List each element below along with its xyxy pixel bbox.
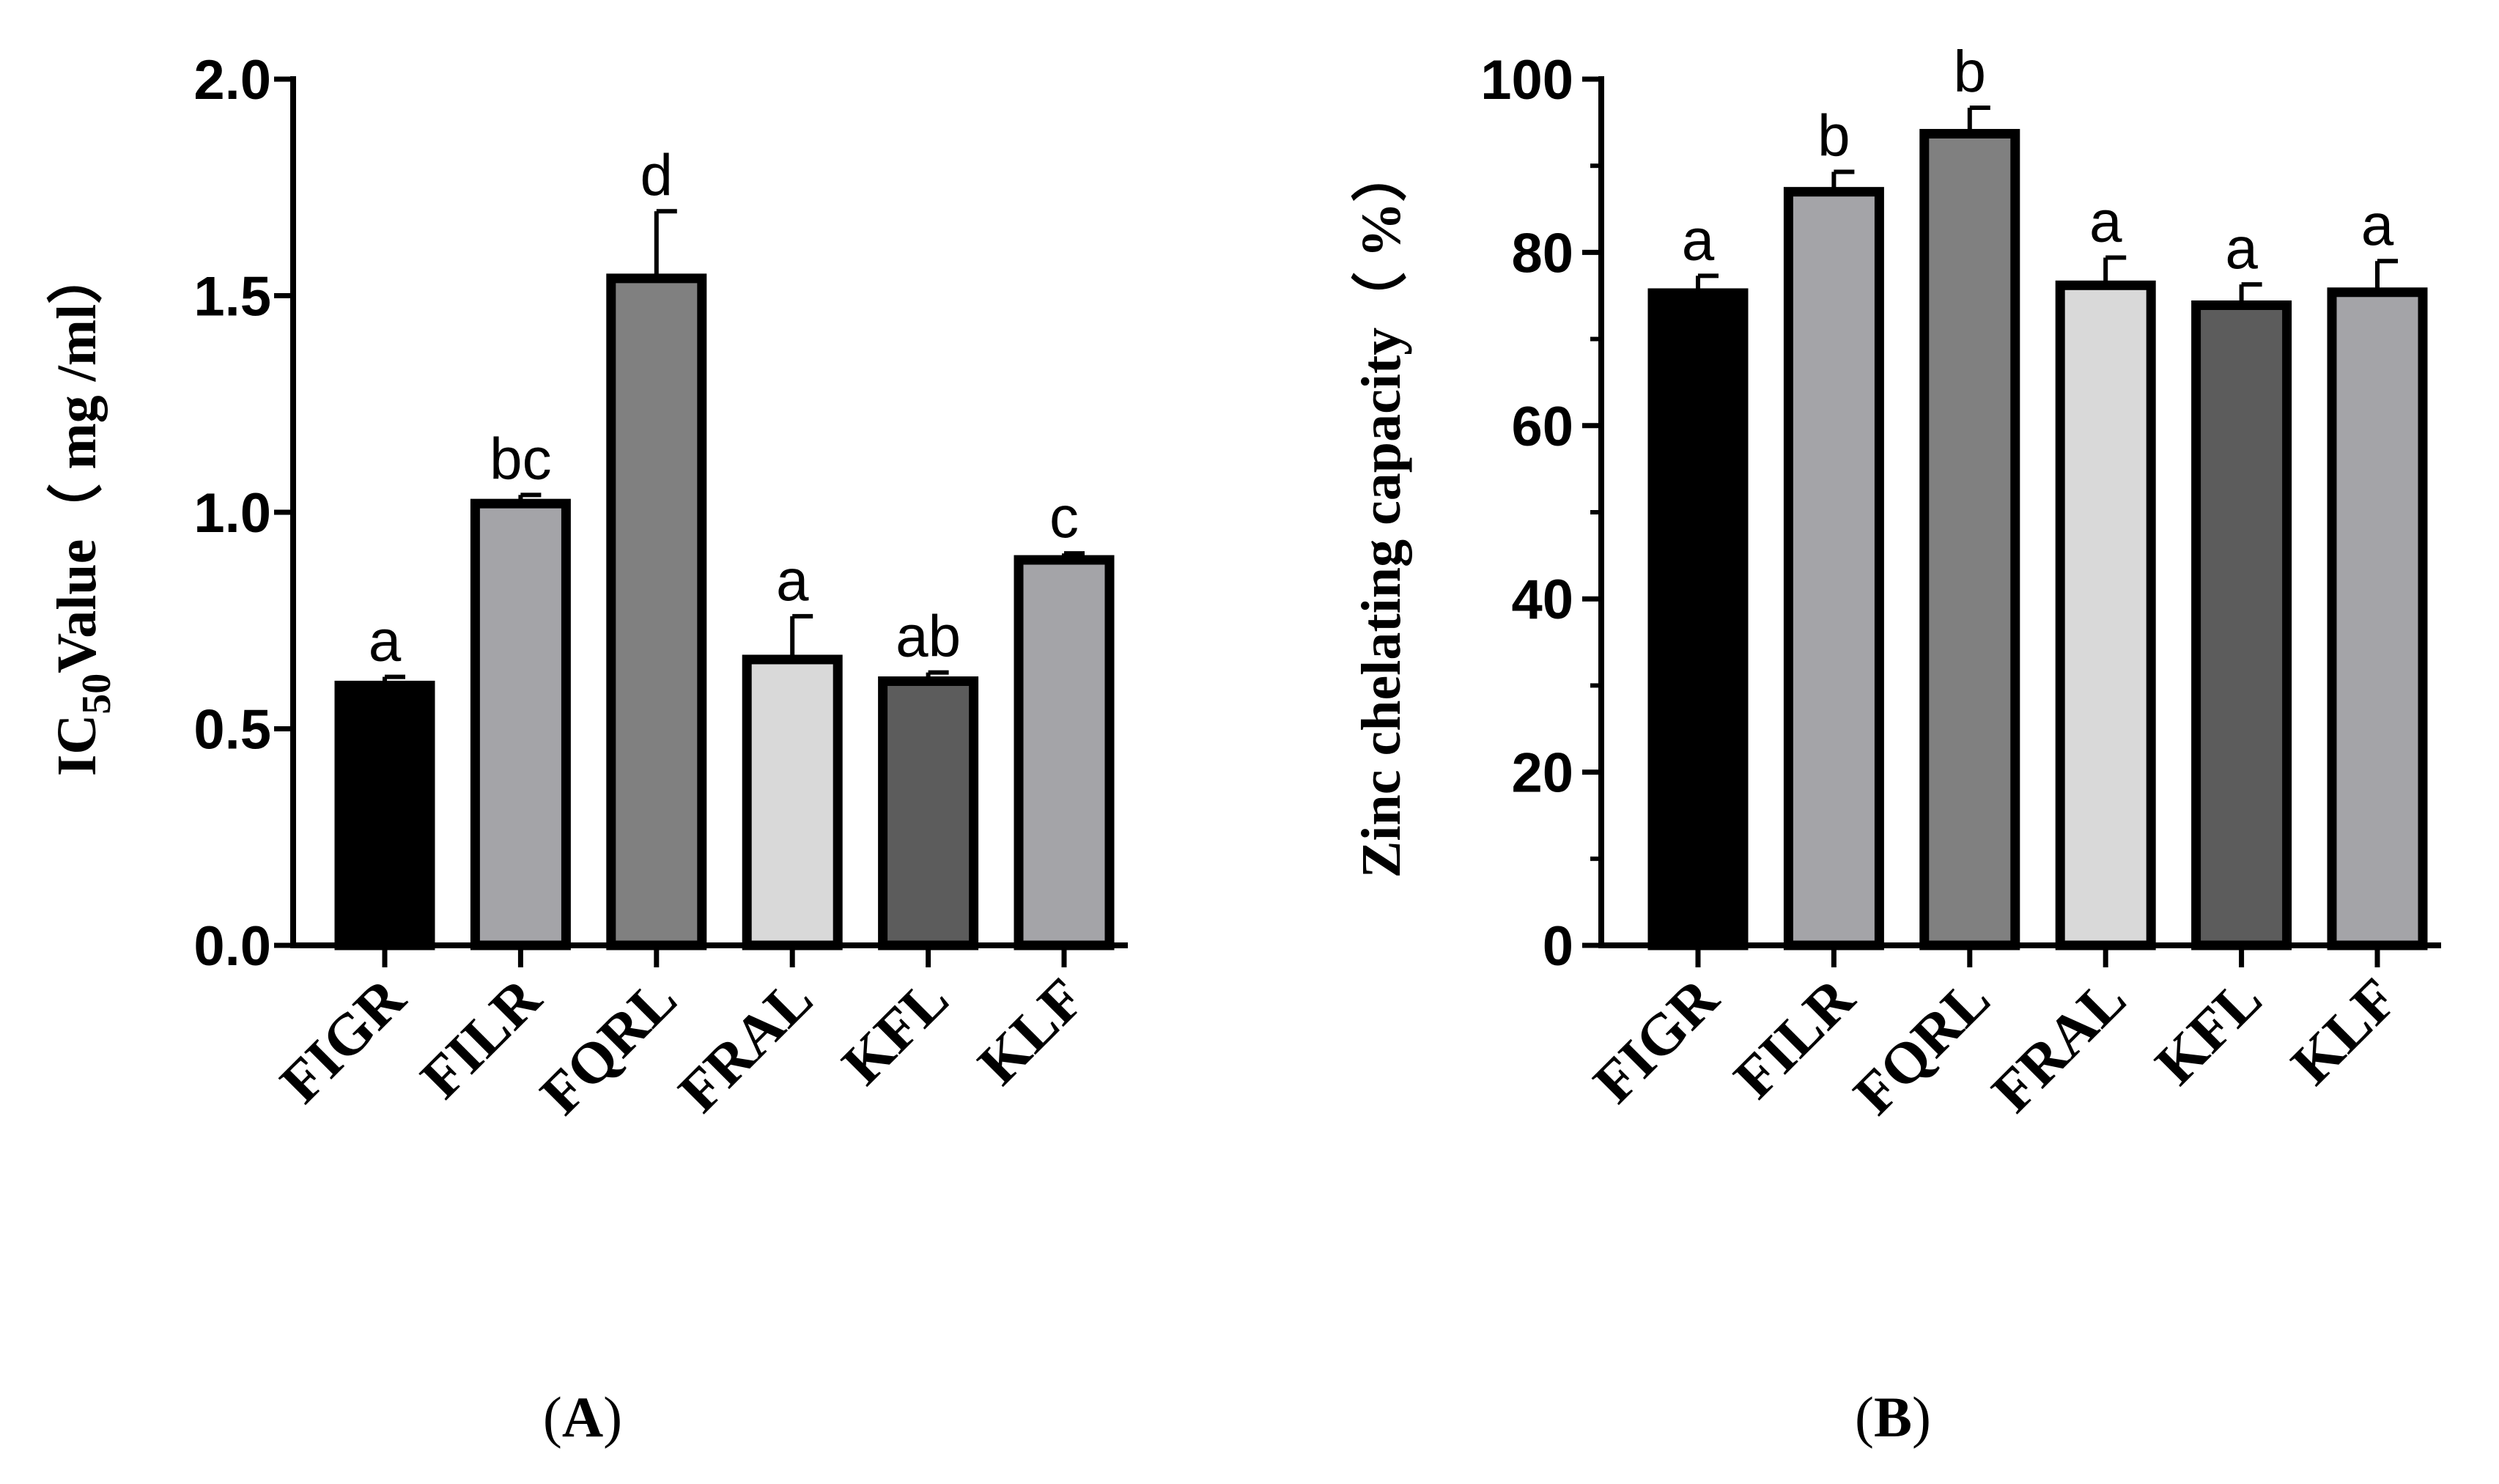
significance-label: c <box>1049 484 1079 550</box>
bar-fqrl <box>606 273 707 950</box>
panel-label-b: (B) <box>1855 1385 1931 1449</box>
y-tick-label: 40 <box>1511 569 1573 631</box>
x-tick-label: FIGR <box>268 966 418 1116</box>
bar-klf <box>1014 555 1115 950</box>
y-tick-label: 0.5 <box>193 699 271 761</box>
y-tick-label: 0.0 <box>193 915 271 978</box>
y-tick-label: 0 <box>1543 915 1573 978</box>
y-tick-label: 2.0 <box>193 49 271 111</box>
bar-klf <box>2327 287 2428 950</box>
significance-label: b <box>1817 103 1850 168</box>
x-tick-label: KLF <box>966 967 1097 1098</box>
significance-label: d <box>641 142 673 207</box>
bar-figr <box>334 680 435 950</box>
y-tick-label: 1.0 <box>193 482 271 544</box>
bar-filr <box>1783 187 1884 950</box>
bar-kfl <box>878 676 979 950</box>
significance-label: ab <box>896 604 961 669</box>
bar-kfl <box>2191 300 2292 950</box>
x-tick-label: FIGR <box>1581 966 1732 1116</box>
x-tick-label: FILR <box>409 966 554 1111</box>
significance-label: a <box>2089 188 2122 254</box>
x-tick-label: KFL <box>830 967 961 1098</box>
x-tick-label: FQRL <box>528 967 689 1127</box>
x-tick-label: FQRL <box>1842 967 2002 1127</box>
significance-label: a <box>369 608 402 673</box>
significance-label: a <box>1682 207 1715 272</box>
y-tick-label: 1.5 <box>193 266 271 328</box>
x-tick-label: FRAL <box>667 967 825 1125</box>
significance-label: bc <box>490 426 552 491</box>
significance-label: a <box>2225 215 2258 281</box>
bar-fqrl <box>1919 128 2020 950</box>
bar-figr <box>1647 288 1749 950</box>
y-tick-label: 100 <box>1480 49 1573 111</box>
bar-filr <box>470 498 571 950</box>
y-axis-title: IC50Value（ mg /ml） <box>46 248 119 776</box>
x-tick-label: FILR <box>1722 966 1867 1111</box>
y-tick-label: 80 <box>1511 222 1573 284</box>
y-tick-label: 60 <box>1511 396 1573 458</box>
panel-label-a: (A) <box>543 1385 622 1449</box>
y-tick-label: 20 <box>1511 742 1573 805</box>
x-tick-label: KLF <box>2279 967 2410 1098</box>
significance-label: b <box>1954 39 1987 104</box>
significance-label: a <box>2361 192 2394 257</box>
significance-label: a <box>776 547 809 613</box>
x-tick-label: KFL <box>2144 967 2275 1098</box>
x-tick-label: FRAL <box>1980 967 2138 1125</box>
bar-fral <box>2055 280 2156 950</box>
y-axis-title: Zinc chelating capacity（ %） <box>1351 147 1412 879</box>
bar-fral <box>742 654 843 950</box>
